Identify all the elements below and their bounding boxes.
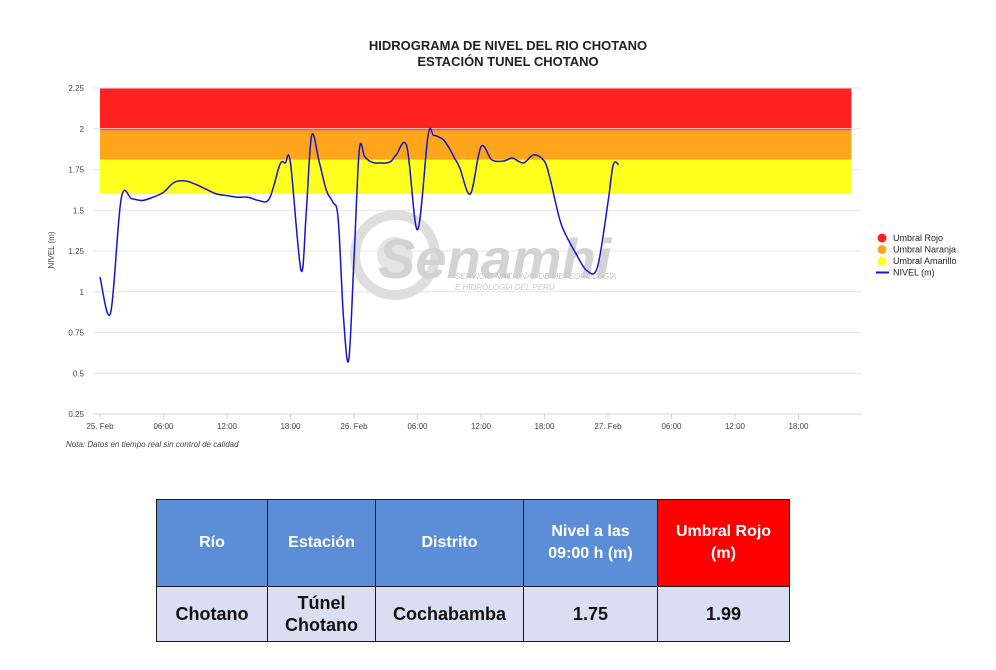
table-row: Chotano Túnel Chotano Cochabamba 1.75 1.… <box>156 586 790 642</box>
cell-estacion: Túnel Chotano <box>267 586 376 642</box>
legend-label-umbral-rojo: Umbral Rojo <box>893 233 943 243</box>
x-tick-label: 18:00 <box>280 422 301 431</box>
header-distrito: Distrito <box>375 499 524 587</box>
watermark-line1: SERVICIO NACIONAL DE METEOROLOGÍA <box>455 272 617 281</box>
x-tick-label: 06:00 <box>661 422 682 431</box>
hydrograph-chart: HIDROGRAMA DE NIVEL DEL RIO CHOTANO ESTA… <box>47 38 957 449</box>
y-tick-label: 2 <box>80 125 85 134</box>
x-tick-label: 06:00 <box>407 422 428 431</box>
cell-nivel: 1.75 <box>523 586 658 642</box>
y-tick-label: 1.75 <box>68 166 84 175</box>
y-tick-label: 0.5 <box>73 369 85 378</box>
x-tick-label: 18:00 <box>788 422 809 431</box>
series-line-nivel <box>99 127 619 363</box>
chart-title: HIDROGRAMA DE NIVEL DEL RIO CHOTANO <box>369 38 647 53</box>
watermark-line2: E HIDROLOGÍA DEL PERÚ <box>455 283 555 292</box>
band-umbral-naranja <box>100 130 852 160</box>
summary-table: Río Estación Distrito Nivel a las 09:00 … <box>156 499 790 642</box>
x-tick-label: 06:00 <box>153 422 174 431</box>
header-umbral-rojo: Umbral Rojo (m) <box>657 499 790 587</box>
x-tick-label: 18:00 <box>534 422 555 431</box>
legend-label-umbral-naranja: Umbral Naranja <box>893 245 956 255</box>
y-tick-label: 1 <box>80 288 85 297</box>
chart-subtitle: ESTACIÓN TUNEL CHOTANO <box>417 54 598 69</box>
y-tick-label: 1.5 <box>73 206 85 215</box>
x-tick-label: 26. Feb <box>340 422 368 431</box>
y-tick-label: 1.25 <box>68 247 84 256</box>
band-umbral-amarillo <box>100 159 852 194</box>
legend-marker-umbral-amarillo <box>877 256 887 266</box>
x-tick-label: 27. Feb <box>594 422 622 431</box>
legend-marker-umbral-rojo <box>877 233 887 243</box>
y-tick-label: 2.25 <box>68 84 84 93</box>
senamhi-watermark: Senamhi SERVICIO NACIONAL DE METEOROLOGÍ… <box>350 210 617 300</box>
y-tick-label: 0.25 <box>68 410 84 419</box>
y-tick-label: 0.75 <box>68 329 84 338</box>
y-axis-ticks: 0.25 0.5 0.75 1 1.25 1.5 1.75 2 2.25 <box>68 84 84 419</box>
x-tick-label: 12:00 <box>217 422 238 431</box>
table-header-row: Río Estación Distrito Nivel a las 09:00 … <box>156 499 790 587</box>
y-axis-label: NIVEL (m) <box>47 231 56 268</box>
legend-marker-umbral-naranja <box>877 245 887 254</box>
x-tick-label: 25. Feb <box>86 422 114 431</box>
header-estacion: Estación <box>267 499 376 587</box>
data-note: Nota: Datos en tiempo real sin control d… <box>66 440 239 449</box>
band-umbral-rojo <box>100 88 852 131</box>
legend-label-umbral-amarillo: Umbral Amarillo <box>893 256 957 266</box>
header-rio: Río <box>156 499 268 587</box>
sun-logo-icon <box>350 210 440 300</box>
x-tick-label: 12:00 <box>725 422 746 431</box>
x-tick-label: 12:00 <box>471 422 492 431</box>
cell-rio: Chotano <box>156 586 268 642</box>
x-axis-ticks: 25. Feb 06:00 12:00 18:00 26. Feb 06:00 12:00 1… <box>86 414 809 431</box>
watermark-name: Senamhi <box>378 227 613 290</box>
grid-lines <box>93 87 862 415</box>
legend-label-nivel-m: NIVEL (m) <box>893 268 935 278</box>
cell-distrito: Cochabamba <box>375 586 524 642</box>
cell-umbral-rojo: 1.99 <box>657 586 790 642</box>
header-nivel: Nivel a las 09:00 h (m) <box>523 499 658 587</box>
threshold-bands <box>100 88 852 194</box>
